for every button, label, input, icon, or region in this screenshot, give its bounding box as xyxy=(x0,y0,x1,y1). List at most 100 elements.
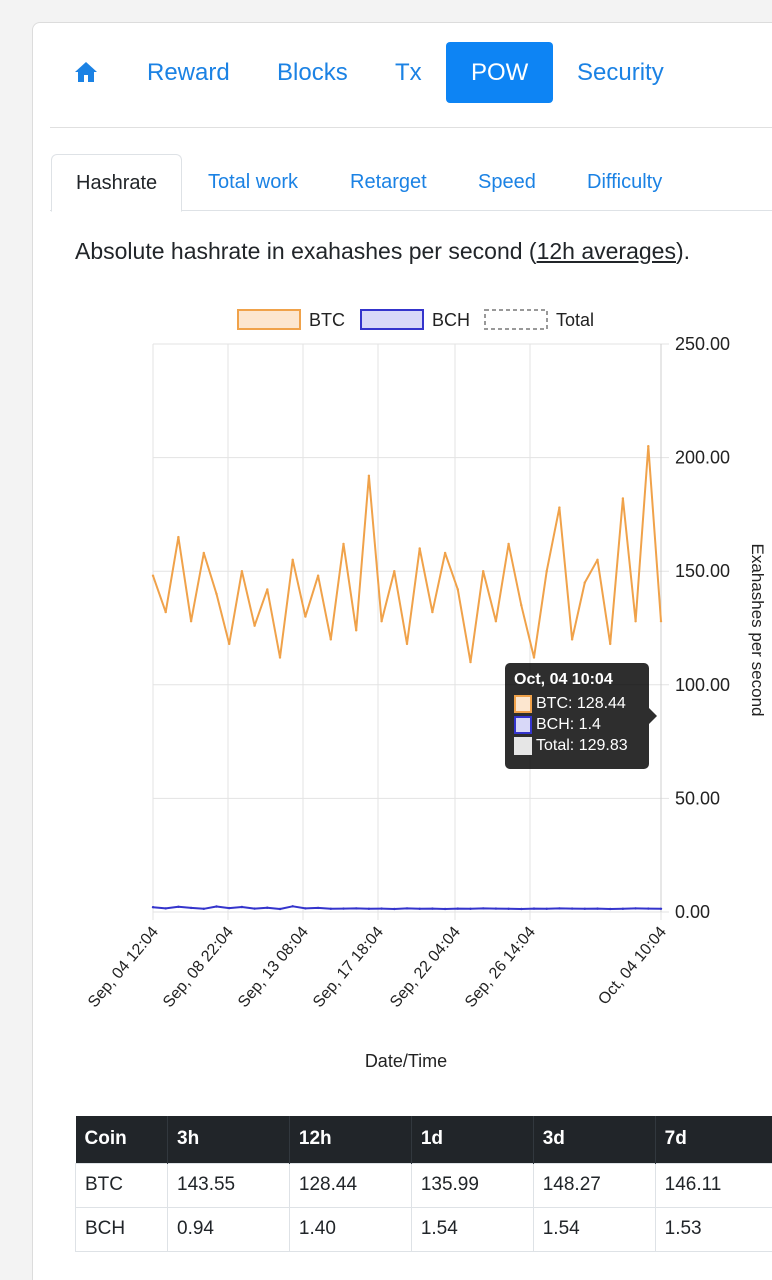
tooltip-title: Oct, 04 10:04 xyxy=(514,671,613,688)
data-point-btc xyxy=(507,542,510,546)
data-point-btc xyxy=(380,620,383,623)
nav-pow[interactable]: POW xyxy=(446,42,554,103)
tab-hashrate[interactable]: Hashrate xyxy=(51,154,183,212)
data-point-bch xyxy=(355,907,358,910)
data-point-btc xyxy=(278,656,282,659)
data-point-btc xyxy=(316,574,320,577)
data-point-btc xyxy=(253,624,256,627)
y-tick-label: 50.00 xyxy=(675,788,720,808)
x-axis-label: Date/Time xyxy=(365,1051,447,1071)
data-point-bch xyxy=(380,907,383,910)
data-point-btc xyxy=(609,642,612,646)
data-point-btc xyxy=(367,474,371,477)
data-point-bch xyxy=(545,907,548,910)
table-row: BCH 0.94 1.40 1.54 1.54 1.53 xyxy=(75,1206,772,1252)
col-7d: 7d xyxy=(655,1116,772,1163)
data-point-btc xyxy=(202,551,205,555)
tab-total-work[interactable]: Total work xyxy=(208,171,299,193)
nav-tx[interactable]: Tx xyxy=(395,59,422,86)
data-point-bch xyxy=(520,907,523,911)
btc-swatch xyxy=(514,694,532,713)
data-point-bch xyxy=(469,907,472,910)
tooltip-total: Total: 129.83 xyxy=(536,737,628,754)
data-point-bch xyxy=(443,907,447,911)
chart-grid xyxy=(152,343,669,920)
data-point-btc xyxy=(431,610,434,614)
chart-legend: BTC BCH Total xyxy=(237,309,594,330)
series-btc-line xyxy=(152,445,662,664)
legend-label-btc: BTC xyxy=(309,310,345,330)
x-tick-label: Sep, 08 22:04 xyxy=(160,924,237,1011)
data-point-bch xyxy=(583,907,586,910)
data-point-btc xyxy=(583,581,586,584)
col-3d: 3d xyxy=(533,1116,656,1163)
table-cell: BCH xyxy=(75,1206,168,1252)
x-tick-label: Sep, 17 18:04 xyxy=(310,924,387,1011)
y-tick-label: 150.00 xyxy=(675,561,730,581)
data-point-bch xyxy=(228,906,231,910)
total-swatch xyxy=(514,736,532,755)
nav-security[interactable]: Security xyxy=(577,59,664,86)
data-point-btc xyxy=(596,558,599,561)
data-point-bch xyxy=(494,907,498,910)
data-point-bch xyxy=(659,907,663,910)
tooltip-row-btc: BTC: 128.44 xyxy=(514,693,640,714)
data-point-btc xyxy=(266,588,269,591)
legend-swatch-bch xyxy=(360,309,424,330)
table-cell: 146.11 xyxy=(654,1162,772,1208)
hashrate-chart: BTC BCH Total 0.00 50.00 100.00 150.00 200.00 2… xyxy=(85,309,767,1071)
table-cell: 1.53 xyxy=(654,1206,772,1252)
data-point-btc xyxy=(164,610,167,614)
data-point-bch xyxy=(316,906,320,910)
description-text: Absolute hashrate in exahashes per secon… xyxy=(75,238,537,264)
data-point-bch xyxy=(202,907,205,910)
main-nav: Reward Blocks Tx POW Security xyxy=(50,42,772,104)
data-point-btc xyxy=(418,547,421,550)
data-point-bch xyxy=(367,907,371,910)
table-header-row: Coin 3h 12h 1d 3d 7d xyxy=(75,1116,772,1163)
data-point-btc xyxy=(151,574,155,577)
y-axis-label: Exahashes per second xyxy=(748,544,767,717)
tooltip-row-total: Total: 129.83 xyxy=(514,735,640,756)
col-coin: Coin xyxy=(75,1116,168,1163)
tab-retarget[interactable]: Retarget xyxy=(350,171,427,193)
tab-speed[interactable]: Speed xyxy=(478,171,536,193)
chart-tooltip: Oct, 04 10:04 BTC: 128.44 BCH: 1.4 Total… xyxy=(505,663,657,769)
averages-link[interactable]: 12h averages xyxy=(536,238,676,264)
tooltip-row-bch: BCH: 1.4 xyxy=(514,714,640,735)
data-point-btc xyxy=(240,570,244,573)
table-cell: 135.99 xyxy=(410,1162,534,1208)
table-cell: 1.54 xyxy=(532,1206,656,1252)
col-1d: 1d xyxy=(411,1116,534,1163)
table-cell: BTC xyxy=(75,1162,168,1208)
data-point-btc xyxy=(393,570,396,573)
legend-label-bch: BCH xyxy=(432,310,470,330)
data-point-btc xyxy=(520,604,523,607)
nav-blocks[interactable]: Blocks xyxy=(277,59,348,86)
content-card xyxy=(32,22,772,1280)
data-point-btc xyxy=(355,629,358,632)
y-tick-label: 100.00 xyxy=(675,675,730,695)
table-cell: 148.27 xyxy=(532,1162,656,1208)
legend-swatch-total xyxy=(484,309,548,330)
data-point-btc xyxy=(456,588,459,591)
home-icon[interactable] xyxy=(74,60,98,84)
legend-label-total: Total xyxy=(556,310,594,330)
chart-description: Absolute hashrate in exahashes per secon… xyxy=(75,238,690,265)
data-point-bch xyxy=(177,905,180,908)
data-point-btc xyxy=(545,570,548,573)
tab-difficulty[interactable]: Difficulty xyxy=(587,171,663,193)
sub-tabs: Hashrate Total work Retarget Speed Diffi… xyxy=(50,154,772,212)
data-point-bch xyxy=(151,906,155,909)
x-tick-label: Sep, 13 08:04 xyxy=(235,924,312,1011)
data-point-bch xyxy=(418,907,421,910)
y-tick-label: 0.00 xyxy=(675,902,710,922)
nav-reward[interactable]: Reward xyxy=(147,59,230,86)
data-point-bch xyxy=(507,907,510,910)
data-point-bch xyxy=(253,907,256,910)
data-point-btc xyxy=(405,642,409,646)
data-point-btc xyxy=(558,506,561,509)
data-point-btc xyxy=(443,551,447,555)
data-point-bch xyxy=(240,905,244,909)
table-cell: 1.40 xyxy=(288,1206,412,1252)
